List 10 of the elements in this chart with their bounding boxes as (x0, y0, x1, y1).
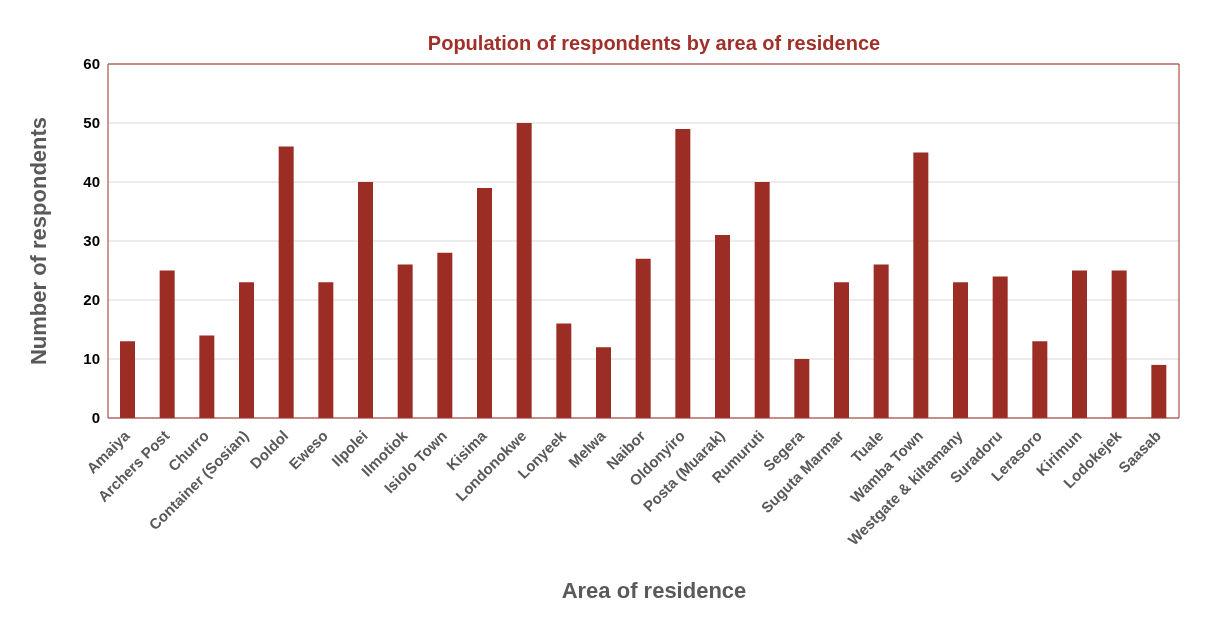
y-tick-label: 10 (83, 350, 100, 368)
chart-title: Population of respondents by area of residence (426, 32, 882, 55)
y-tick-label: 0 (91, 409, 100, 427)
y-tick-label: 30 (83, 232, 100, 250)
x-axis-title: Area of residence (560, 578, 748, 604)
y-tick-label: 50 (83, 114, 100, 132)
y-tick-label: 60 (83, 55, 100, 73)
y-tick-label: 20 (83, 291, 100, 309)
y-axis-title: Number of respondents (25, 116, 51, 366)
y-tick-label: 40 (83, 173, 100, 191)
